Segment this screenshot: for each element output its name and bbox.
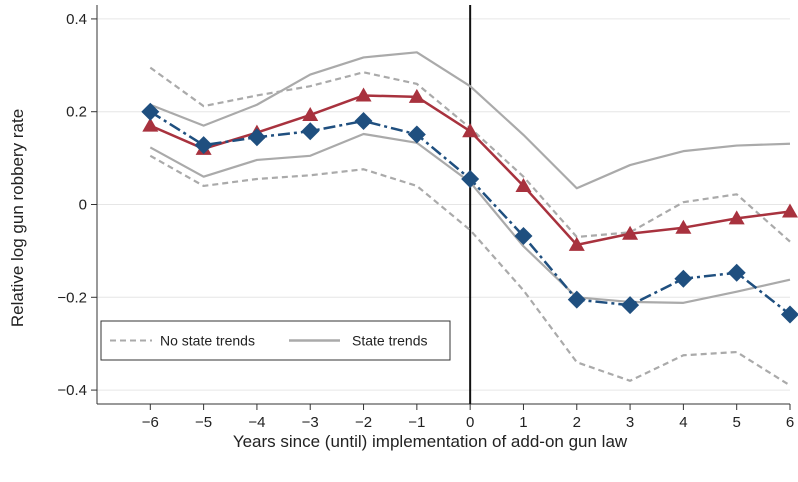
diamond-marker [301, 122, 320, 141]
diamond-marker [567, 290, 586, 309]
diamond-marker [141, 102, 160, 121]
grid-lines [97, 18, 790, 391]
x-tick-label: −6 [142, 414, 159, 431]
x-tick-label: 1 [519, 414, 527, 431]
triangle-marker [622, 225, 639, 240]
triangle-marker [782, 203, 798, 218]
legend: No state trends State trends [100, 320, 451, 361]
diamond-marker [674, 269, 693, 288]
x-tick-label: 6 [786, 414, 794, 431]
y-tick-label: −0.4 [57, 382, 87, 399]
x-tick-label: 2 [573, 414, 581, 431]
marker-layer [141, 87, 798, 324]
x-axis-title: Years since (until) implementation of ad… [233, 432, 628, 451]
diamond-marker [194, 136, 213, 155]
series-line-no-trend-lower-ci [149, 154, 791, 387]
x-tick-label: −1 [408, 414, 425, 431]
diamond-marker [247, 128, 266, 147]
x-tick-label: −5 [195, 414, 212, 431]
series-line-state-trend-upper-ci [149, 51, 791, 190]
x-tick-label: 5 [733, 414, 741, 431]
y-tick-label: 0.4 [66, 11, 87, 28]
diamond-marker [781, 305, 798, 324]
triangle-marker [355, 87, 372, 102]
diamond-marker [727, 263, 746, 282]
axes: 0.4 0.2 0 −0.2 −0.4 −6 −5 −4 −3 −2 −1 0 1 2 3 4 5 6 [57, 5, 794, 431]
triangle-marker [462, 123, 479, 138]
x-tick-label: 3 [626, 414, 634, 431]
triangle-marker [408, 88, 425, 103]
y-tick-label: −0.2 [57, 289, 87, 306]
y-tick-label: 0 [79, 197, 87, 214]
y-tick-label: 0.2 [66, 104, 87, 121]
x-tick-label: −2 [355, 414, 372, 431]
triangle-marker [142, 117, 159, 132]
diamond-marker [461, 169, 480, 188]
triangle-marker [675, 219, 692, 234]
legend-label-no-state-trends: No state trends [160, 333, 255, 349]
x-tick-label: −3 [302, 414, 319, 431]
legend-label-state-trends: State trends [352, 333, 428, 349]
triangle-marker [515, 177, 532, 192]
x-tick-label: 0 [466, 414, 474, 431]
triangle-marker [302, 106, 319, 121]
diamond-marker [407, 125, 426, 144]
legend-box [100, 320, 451, 361]
x-tick-label: 4 [679, 414, 687, 431]
diamond-marker [514, 227, 533, 246]
triangle-marker [568, 236, 585, 251]
y-axis-title: Relative log gun robbery rate [8, 109, 27, 327]
triangle-marker [728, 210, 745, 225]
diamond-marker [354, 111, 373, 130]
x-tick-label: −4 [248, 414, 265, 431]
diamond-marker [621, 296, 640, 315]
